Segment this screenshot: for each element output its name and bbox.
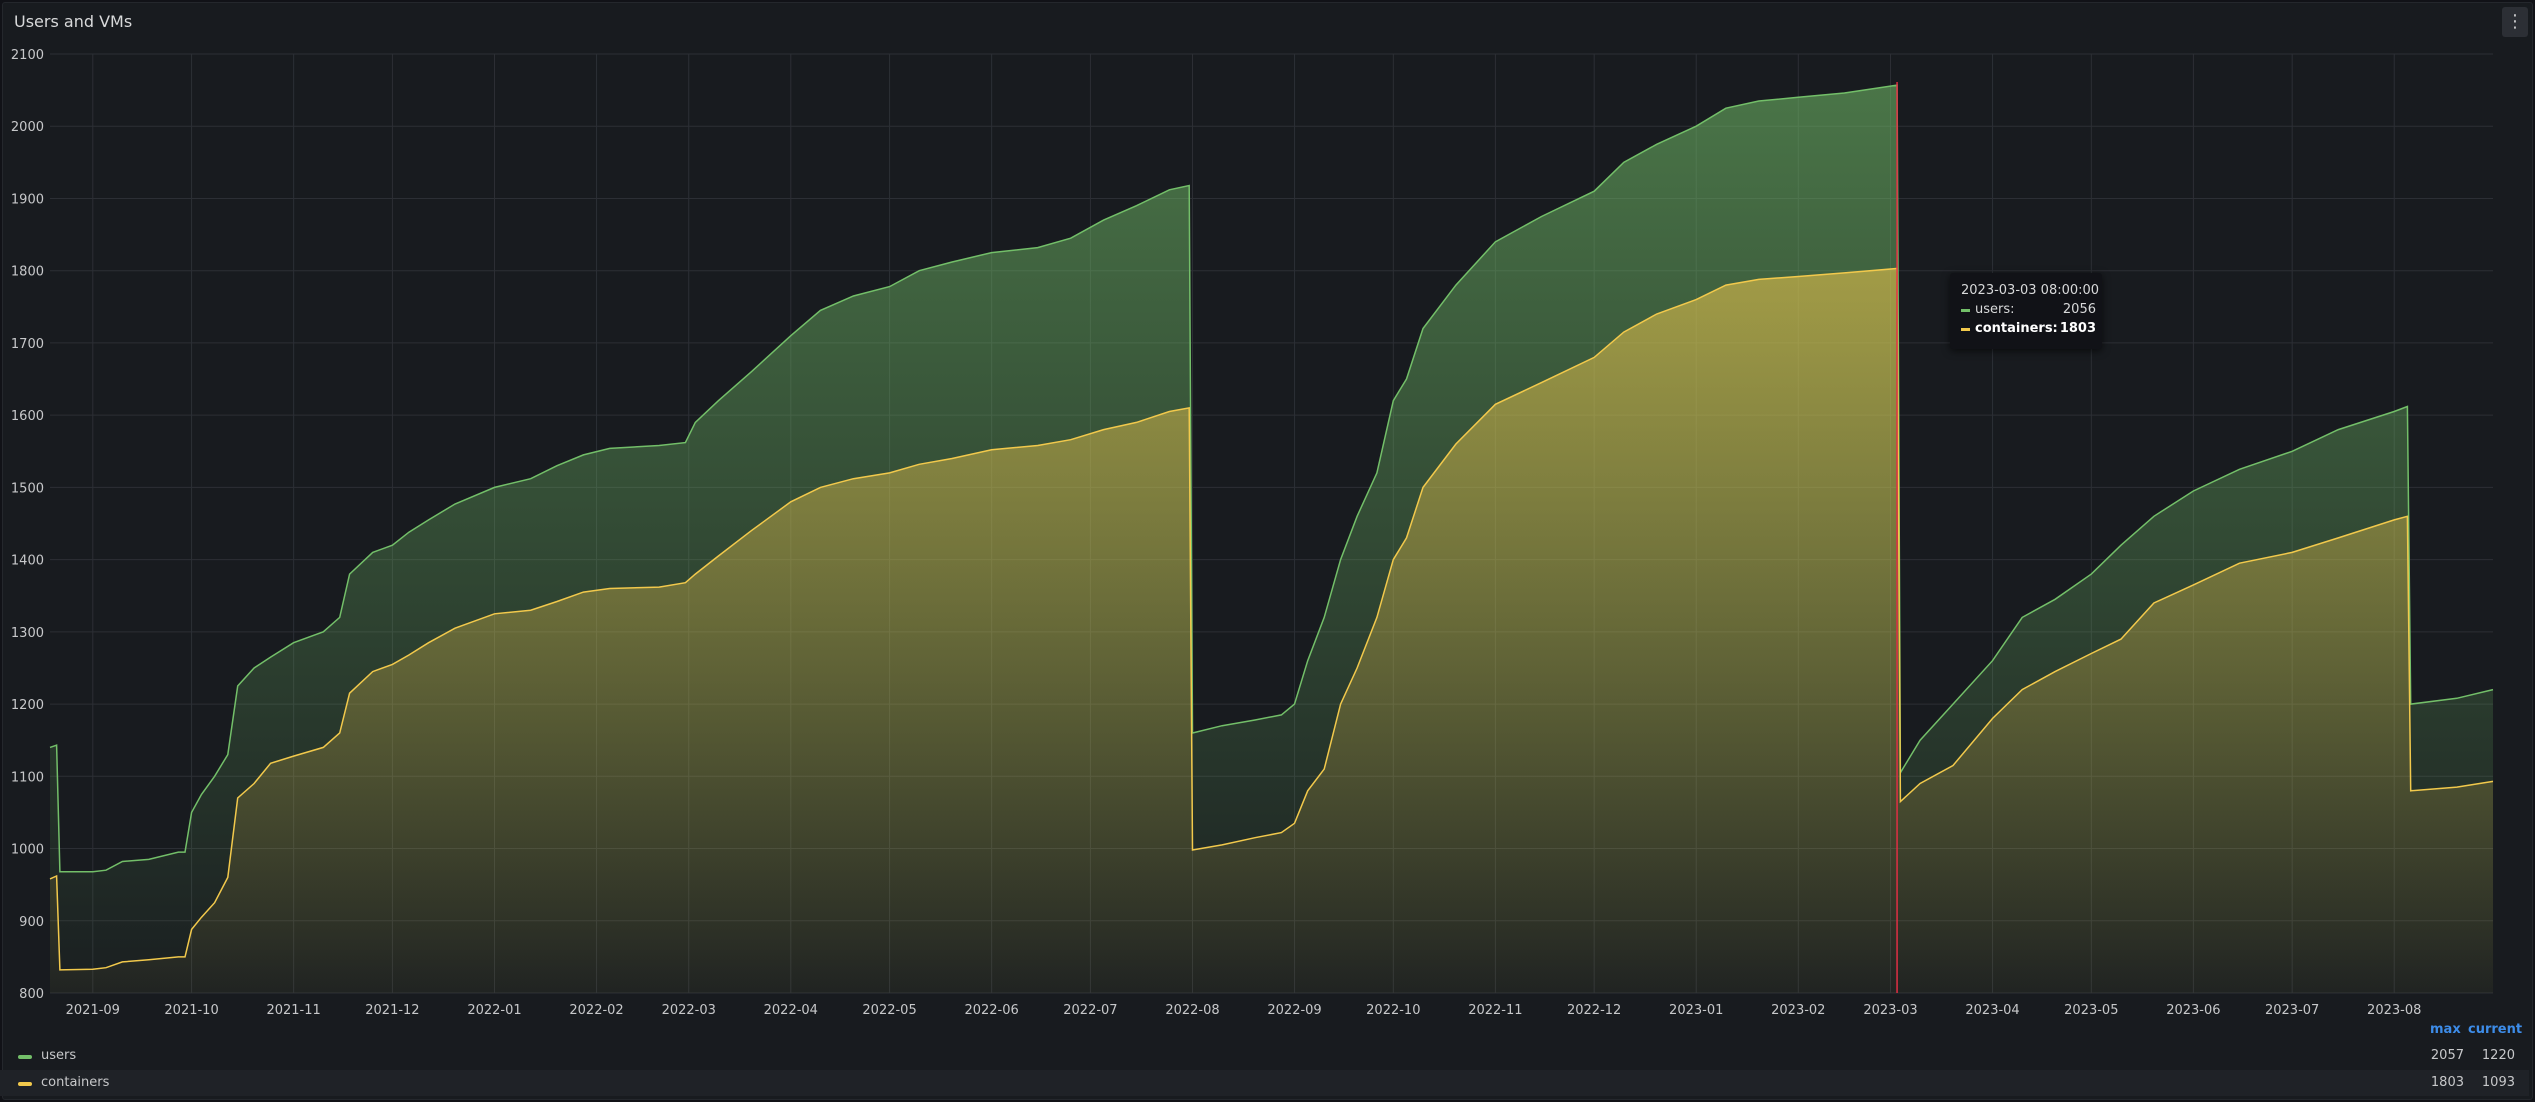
x-tick-label: 2023-06 <box>2166 1003 2220 1018</box>
x-tick-label: 2023-01 <box>1669 1003 1723 1018</box>
tooltip-label: users: <box>1975 302 2015 317</box>
y-tick-label: 2000 <box>11 120 44 135</box>
legend-swatch-containers <box>18 1082 32 1086</box>
tooltip-swatch-containers <box>1961 328 1970 331</box>
panel-title[interactable]: Users and VMs <box>14 12 133 31</box>
x-tick-label: 2021-12 <box>365 1003 419 1018</box>
x-tick-label: 2023-05 <box>2064 1003 2118 1018</box>
tooltip-row-containers: containers: 1803 <box>1961 321 2096 337</box>
x-tick-label: 2022-05 <box>862 1003 916 1018</box>
y-tick-label: 1800 <box>11 265 44 280</box>
area-containers <box>50 268 2493 993</box>
y-tick-label: 1600 <box>11 409 44 424</box>
legend-header-max[interactable]: max <box>2430 1022 2461 1037</box>
tooltip-swatch-users <box>1961 309 1970 312</box>
y-tick-label: 800 <box>19 987 44 1002</box>
vertical-ellipsis-icon: ⋮ <box>2506 11 2524 32</box>
legend-series-name[interactable]: containers <box>41 1075 110 1090</box>
x-tick-label: 2022-06 <box>964 1003 1018 1018</box>
x-tick-label: 2023-03 <box>1863 1003 1917 1018</box>
y-tick-label: 900 <box>19 915 44 930</box>
line-users[interactable] <box>49 84 2494 873</box>
series-lines <box>49 84 2494 971</box>
y-tick-label: 1900 <box>11 192 44 207</box>
x-tick-label: 2021-10 <box>164 1003 218 1018</box>
legend-max-value: 1803 <box>2430 1075 2464 1090</box>
x-tick-label: 2023-07 <box>2265 1003 2319 1018</box>
tooltip-label: containers: <box>1975 321 2058 336</box>
legend-series-name[interactable]: users <box>41 1048 77 1063</box>
tooltip-value: 2056 <box>2062 302 2096 317</box>
legend-current-value: 1093 <box>2481 1075 2515 1090</box>
x-tick-label: 2021-11 <box>266 1003 320 1018</box>
legend-current-value: 1220 <box>2481 1048 2515 1063</box>
x-tick-label: 2022-03 <box>662 1003 716 1018</box>
legend-max-value: 2057 <box>2430 1048 2464 1063</box>
x-tick-label: 2022-11 <box>1468 1003 1522 1018</box>
x-tick-label: 2021-09 <box>66 1003 120 1018</box>
hover-tooltip: 2023-03-03 08:00:00 users: 2056 containe… <box>1950 273 2102 349</box>
tooltip-row-users: users: 2056 <box>1961 302 2096 318</box>
x-tick-label: 2023-04 <box>1965 1003 2019 1018</box>
x-axis: 2021-09 2021-10 2021-11 2021-12 2022-01 2022-… <box>66 1003 2422 1018</box>
series-areas <box>50 85 2493 994</box>
y-tick-label: 1700 <box>11 337 44 352</box>
x-tick-label: 2022-04 <box>764 1003 818 1018</box>
y-tick-label: 2100 <box>11 48 44 63</box>
legend-row-containers[interactable]: containers 1803 1093 <box>0 1070 2529 1096</box>
x-tick-label: 2022-08 <box>1165 1003 1219 1018</box>
y-tick-label: 1400 <box>11 554 44 569</box>
x-tick-label: 2022-01 <box>467 1003 521 1018</box>
y-tick-label: 1200 <box>11 698 44 713</box>
x-tick-label: 2022-07 <box>1063 1003 1117 1018</box>
line-containers[interactable] <box>49 267 2494 971</box>
y-tick-label: 1300 <box>11 626 44 641</box>
tooltip-time: 2023-03-03 08:00:00 <box>1961 283 2100 298</box>
x-tick-label: 2022-02 <box>569 1003 623 1018</box>
x-tick-label: 2022-10 <box>1366 1003 1420 1018</box>
y-tick-label: 1500 <box>11 481 44 496</box>
y-tick-label: 1000 <box>11 843 44 858</box>
x-tick-label: 2022-12 <box>1567 1003 1621 1018</box>
x-tick-label: 2023-02 <box>1771 1003 1825 1018</box>
legend-header-current[interactable]: current <box>2468 1022 2523 1037</box>
y-axis: 800 900 1000 1100 1200 1300 1400 1500 1600 1700 18… <box>11 48 44 1002</box>
tooltip-value: 1803 <box>2059 321 2096 336</box>
legend-row-users[interactable]: users 2057 1220 <box>0 1043 2529 1069</box>
x-tick-label: 2022-09 <box>1267 1003 1321 1018</box>
panel-menu-button[interactable]: ⋮ <box>2502 7 2528 37</box>
y-tick-label: 1100 <box>11 770 44 785</box>
legend-swatch-users <box>18 1055 32 1059</box>
x-tick-label: 2023-08 <box>2367 1003 2421 1018</box>
